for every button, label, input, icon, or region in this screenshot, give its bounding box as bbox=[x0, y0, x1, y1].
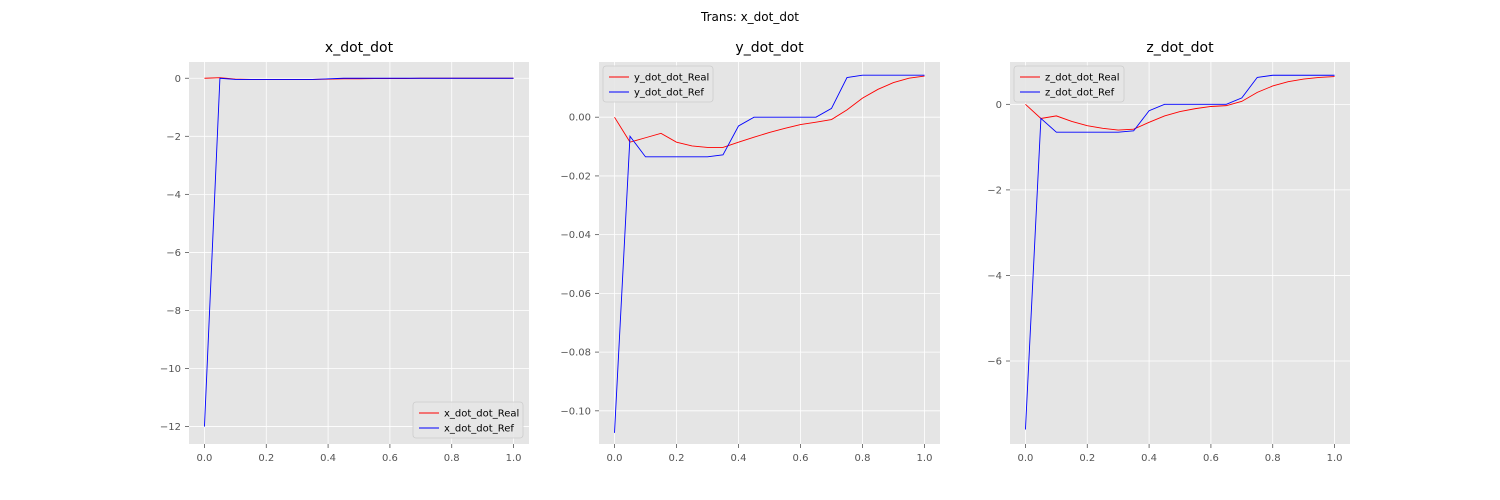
legend-box bbox=[1013, 65, 1125, 103]
x-tick-label: 0.6 bbox=[1203, 453, 1219, 464]
x-tick-label: 0.6 bbox=[793, 453, 809, 464]
series-line-y_dot_dot_Real bbox=[614, 75, 925, 148]
y-tick-label: 0.00 bbox=[569, 113, 591, 124]
y-tick-label: −10 bbox=[160, 364, 181, 375]
x-tick-label: 0.2 bbox=[1079, 453, 1095, 464]
x-tick-label: 0.0 bbox=[197, 453, 213, 464]
subplot-title: y_dot_dot bbox=[735, 40, 804, 56]
x-tick-label: 0.8 bbox=[855, 453, 871, 464]
subplot-x_dot_dot: 0.0 0.2 0.4 0.6 0.8 1.0 0 −2 −4 −6 −8 −10 −12 x_dot_d… bbox=[160, 40, 529, 464]
x-tick-label: 0.0 bbox=[607, 453, 623, 464]
series-line-z_dot_dot_Real bbox=[1025, 76, 1335, 131]
y-tick-label: −4 bbox=[166, 190, 181, 201]
x-tick-label: 0.0 bbox=[1018, 453, 1034, 464]
subplot-title: z_dot_dot bbox=[1146, 40, 1214, 56]
x-tick-label: 1.0 bbox=[917, 453, 933, 464]
x-tick-label: 1.0 bbox=[1327, 453, 1343, 464]
series-line-z_dot_dot_Ref bbox=[1025, 74, 1335, 430]
subplot-y_dot_dot: 0.0 0.2 0.4 0.6 0.8 1.0 0.00 −0.02 −0.04 −0.06 −0.… bbox=[560, 40, 940, 464]
legend-label: y_dot_dot_Ref bbox=[634, 88, 704, 99]
y-tick-label: −8 bbox=[166, 306, 181, 317]
series-line-y_dot_dot_Ref bbox=[614, 74, 925, 433]
series-line-x_dot_dot_Ref bbox=[204, 77, 514, 427]
y-tick-label: −0.02 bbox=[560, 171, 591, 182]
plot-area bbox=[189, 62, 529, 444]
x-tick-label: 1.0 bbox=[506, 453, 522, 464]
subplots: 0.0 0.2 0.4 0.6 0.8 1.0 0 −2 −4 −6 −8 −10 −12 x_dot_d… bbox=[160, 40, 1350, 464]
y-tick-label: −6 bbox=[166, 248, 181, 259]
legend-label: z_dot_dot_Ref bbox=[1045, 88, 1115, 99]
legend-box bbox=[602, 65, 714, 103]
x-tick-label: 0.8 bbox=[444, 453, 460, 464]
legend-label: y_dot_dot_Real bbox=[634, 73, 709, 84]
plot-area bbox=[599, 62, 940, 444]
y-tick-label: −0.10 bbox=[560, 406, 591, 417]
y-tick-label: −0.06 bbox=[560, 289, 591, 300]
legend-box bbox=[412, 401, 524, 439]
x-tick-label: 0.2 bbox=[258, 453, 274, 464]
y-tick-label: −12 bbox=[160, 422, 181, 433]
legend-label: x_dot_dot_Ref bbox=[444, 424, 514, 435]
subplot-title: x_dot_dot bbox=[325, 40, 394, 56]
y-tick-label: −0.04 bbox=[560, 230, 591, 241]
legend: y_dot_dot_Real y_dot_dot_Ref bbox=[602, 65, 714, 103]
plot-area bbox=[1010, 62, 1350, 444]
x-tick-label: 0.4 bbox=[731, 453, 747, 464]
x-tick-label: 0.2 bbox=[669, 453, 685, 464]
y-tick-label: −4 bbox=[987, 271, 1002, 282]
figure-suptitle: Trans: x_dot_dot bbox=[700, 10, 799, 24]
legend-label: z_dot_dot_Real bbox=[1045, 73, 1120, 84]
y-tick-label: −6 bbox=[987, 357, 1002, 368]
y-tick-label: −2 bbox=[987, 185, 1002, 196]
y-tick-label: −2 bbox=[166, 132, 181, 143]
x-tick-label: 0.4 bbox=[1141, 453, 1157, 464]
legend: x_dot_dot_Real x_dot_dot_Ref bbox=[412, 401, 524, 439]
legend-label: x_dot_dot_Real bbox=[444, 409, 519, 420]
x-tick-label: 0.6 bbox=[382, 453, 398, 464]
legend: z_dot_dot_Real z_dot_dot_Ref bbox=[1013, 65, 1125, 103]
x-tick-label: 0.4 bbox=[320, 453, 336, 464]
y-tick-label: 0 bbox=[996, 100, 1002, 111]
y-tick-label: 0 bbox=[175, 74, 181, 85]
x-tick-label: 0.8 bbox=[1265, 453, 1281, 464]
subplot-z_dot_dot: 0.0 0.2 0.4 0.6 0.8 1.0 0 −2 −4 −6 z_dot_dot z_dot_… bbox=[987, 40, 1350, 464]
y-tick-label: −0.08 bbox=[560, 348, 591, 359]
